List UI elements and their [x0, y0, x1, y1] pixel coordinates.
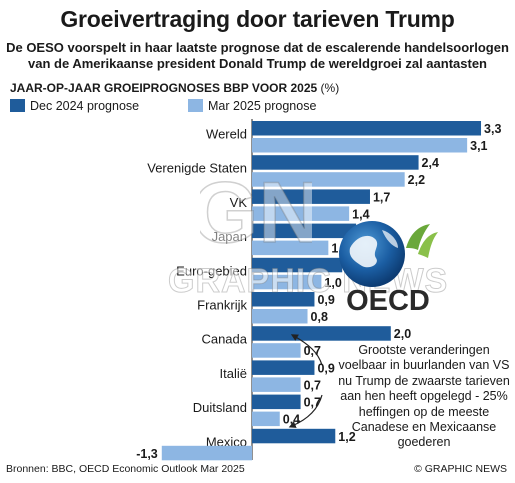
value-label: 0,7 — [304, 378, 321, 392]
value-label: 0,9 — [317, 293, 334, 307]
value-label: 1,7 — [373, 190, 390, 204]
annotation-text: Grootste veranderingen voelbaar in buurl… — [338, 343, 510, 450]
legend-item-dec: Dec 2024 prognose — [10, 99, 139, 113]
value-label: 2,4 — [422, 156, 439, 170]
legend-item-mar: Mar 2025 prognose — [188, 99, 316, 113]
bar-dec-2024 — [252, 189, 370, 204]
value-label: 2,2 — [408, 173, 425, 187]
value-label: 1,4 — [352, 207, 369, 221]
value-label: 1,0 — [324, 276, 341, 290]
annotation-arrow — [288, 394, 323, 428]
bar-mar-2025 — [252, 309, 308, 324]
legend-label-dec: Dec 2024 prognose — [30, 99, 140, 113]
value-label: 3,3 — [484, 122, 501, 136]
subtitle-line-2: van de Amerikaanse president Donald Trum… — [28, 56, 487, 71]
bar-mar-2025 — [252, 377, 301, 392]
bar-mar-2025 — [252, 274, 322, 290]
watermark-mark-text: GN — [200, 170, 312, 252]
category-label: Canada — [201, 332, 247, 347]
bar-dec-2024 — [252, 223, 357, 239]
value-label: 3,1 — [470, 139, 487, 153]
value-label: -1,3 — [136, 447, 158, 461]
chart-title-unit: (%) — [320, 81, 340, 95]
bar-dec-2024 — [252, 428, 336, 444]
page-subtitle: De OESO voorspelt in haar laatste progno… — [0, 40, 515, 72]
category-label: Mexico — [206, 434, 247, 449]
bar-mar-2025 — [161, 445, 252, 461]
legend-swatch-mar — [188, 99, 203, 112]
bar-dec-2024 — [252, 326, 391, 341]
oecd-logo-icon: OECD — [339, 221, 438, 314]
value-label: 0,4 — [283, 413, 300, 427]
copyright-credit: © GRAPHIC NEWS — [414, 463, 507, 475]
bar-dec-2024 — [252, 257, 343, 273]
graphic-news-mark-icon: GN — [200, 170, 312, 252]
category-label: Duitsland — [193, 400, 247, 415]
page-title: Groeivertraging door tarieven Trump — [60, 6, 455, 32]
bar-dec-2024 — [252, 292, 315, 307]
oecd-logo-text: OECD — [346, 285, 430, 314]
value-label: 2,0 — [394, 327, 411, 341]
category-label: Japan — [212, 229, 247, 244]
chart-title: JAAR-OP-JAAR GROEIPROGNOSES BBP VOOR 202… — [10, 81, 339, 95]
bar-mar-2025 — [252, 343, 301, 358]
chart-title-label: JAAR-OP-JAAR GROEIPROGNOSES BBP VOOR 202… — [10, 81, 318, 95]
category-label: Wereld — [206, 127, 247, 142]
legend-label-mar: Mar 2025 prognose — [208, 99, 317, 113]
category-label: Verenigde Staten — [147, 161, 247, 176]
bar-dec-2024 — [252, 121, 482, 136]
bar-dec-2024 — [252, 394, 301, 410]
category-label: Italië — [220, 366, 247, 381]
category-label: Frankrijk — [197, 298, 247, 313]
value-label: 1,2 — [338, 430, 355, 444]
source-note: Bronnen: BBC, OECD Economic Outlook Mar … — [6, 463, 245, 475]
bar-dec-2024 — [252, 155, 419, 170]
category-label: VK — [230, 195, 248, 210]
bar-mar-2025 — [252, 206, 350, 221]
annotation-arrow — [290, 334, 323, 366]
bar-dec-2024 — [252, 360, 315, 375]
bar-mar-2025 — [252, 240, 329, 256]
bar-mar-2025 — [252, 411, 280, 427]
value-label: 0,7 — [304, 396, 321, 410]
category-label: Euro-gebied — [176, 263, 247, 278]
legend-swatch-dec — [10, 99, 25, 112]
subtitle-line-1: De OESO voorspelt in haar laatste progno… — [6, 40, 509, 55]
value-label: 0,8 — [311, 310, 328, 324]
bar-mar-2025 — [252, 138, 468, 153]
bar-mar-2025 — [252, 172, 405, 187]
